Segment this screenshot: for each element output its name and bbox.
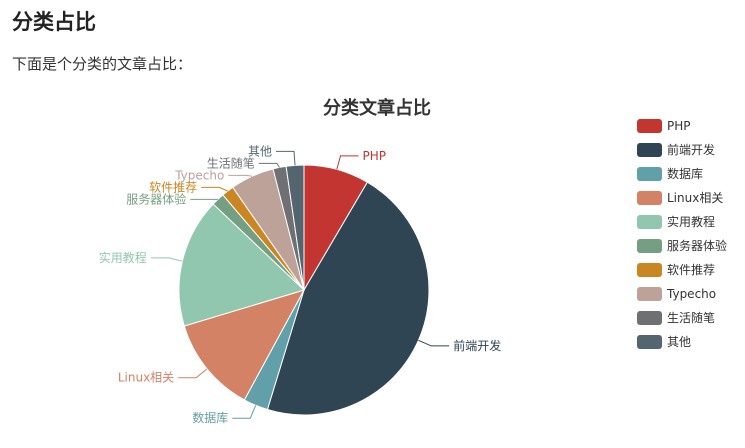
legend-item-其他[interactable]: 其他 — [637, 334, 745, 350]
leader-line-软件推荐 — [201, 186, 228, 192]
slice-label-服务器体验: 服务器体验 — [126, 191, 186, 206]
slice-label-实用教程: 实用教程 — [99, 250, 147, 265]
legend-label: 实用教程 — [667, 215, 716, 229]
legend-swatch — [637, 263, 662, 277]
slice-label-php: PHP — [363, 149, 387, 163]
legend-item-数据库[interactable]: 数据库 — [637, 166, 745, 182]
slice-label-其他: 其他 — [248, 144, 272, 158]
intro-text: 下面是个分类的文章占比： — [12, 55, 193, 73]
slice-label-生活随笔: 生活随笔 — [207, 155, 255, 170]
legend-swatch — [637, 119, 662, 133]
leader-line-typecho — [228, 174, 253, 177]
slice-label-软件推荐: 软件推荐 — [149, 180, 197, 194]
legend-swatch — [637, 287, 662, 301]
legend-item-前端开发[interactable]: 前端开发 — [637, 142, 745, 158]
pie-slice-其他[interactable] — [285, 164, 305, 291]
leader-line-实用教程 — [150, 257, 183, 262]
legend-item-php[interactable]: PHP — [637, 118, 745, 134]
legend-label: 生活随笔 — [667, 311, 716, 325]
legend-label: Linux相关 — [667, 191, 724, 205]
slice-label-linux相关: Linux相关 — [118, 371, 174, 385]
chart-title: 分类文章占比 — [323, 97, 431, 119]
leader-line-php — [336, 155, 359, 170]
legend-swatch — [637, 191, 662, 205]
legend-swatch — [637, 143, 662, 157]
legend-swatch — [637, 167, 662, 181]
legend-item-实用教程[interactable]: 实用教程 — [637, 214, 745, 230]
legend-label: Typecho — [667, 287, 717, 301]
legend-item-软件推荐[interactable]: 软件推荐 — [637, 262, 745, 278]
pie-slices — [178, 164, 430, 416]
slice-label-数据库: 数据库 — [192, 410, 228, 425]
leader-line-linux相关 — [178, 368, 208, 379]
leader-line-生活随笔 — [258, 162, 280, 168]
legend-swatch — [637, 239, 662, 253]
legend-label: 数据库 — [667, 167, 704, 181]
leader-line-前端开发 — [418, 339, 450, 347]
legend-label: 前端开发 — [667, 143, 716, 157]
legend-item-生活随笔[interactable]: 生活随笔 — [637, 310, 745, 326]
leader-line-其他 — [276, 150, 296, 166]
legend-label: 软件推荐 — [667, 263, 716, 277]
slice-label-typecho: Typecho — [174, 168, 224, 182]
legend-swatch — [637, 311, 662, 325]
legend-item-服务器体验[interactable]: 服务器体验 — [637, 238, 745, 254]
pie-slice-实用教程[interactable] — [178, 203, 305, 327]
legend-swatch — [637, 335, 662, 349]
legend-item-linux相关[interactable]: Linux相关 — [637, 190, 745, 206]
leader-line-数据库 — [232, 405, 257, 419]
legend-label: PHP — [667, 119, 691, 133]
legend-swatch — [637, 215, 662, 229]
legend-label: 其他 — [667, 335, 692, 349]
slice-label-前端开发: 前端开发 — [453, 338, 501, 353]
legend-label: 服务器体验 — [667, 239, 728, 253]
legend-item-typecho[interactable]: Typecho — [637, 286, 745, 302]
section-heading: 分类占比 — [12, 10, 96, 34]
